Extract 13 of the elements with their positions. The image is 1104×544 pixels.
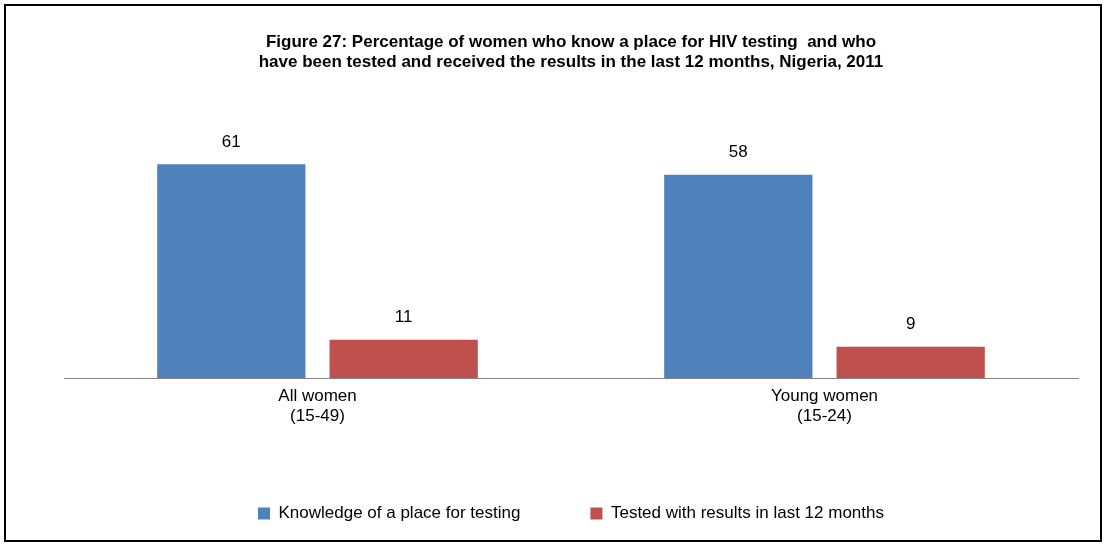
chart-title: Figure 27: Percentage of women who know a place for HIV testing and who have been tested and received the results in the last 12 months, Nigeria, 2011 <box>258 31 884 72</box>
data-label: 61 <box>221 131 241 151</box>
legend-label: Tested with results in last 12 months <box>610 503 885 523</box>
data-label: 11 <box>394 306 413 326</box>
bar <box>329 339 478 379</box>
bar <box>157 164 306 379</box>
data-label: 9 <box>905 313 916 333</box>
x-tick-label: All women (15-49) <box>278 386 357 426</box>
bar <box>836 346 985 379</box>
x-tick-label: Young women (15-24) <box>770 386 879 426</box>
bar <box>664 174 813 379</box>
data-label: 58 <box>728 142 748 162</box>
legend-label: Knowledge of a place for testing <box>278 503 521 523</box>
